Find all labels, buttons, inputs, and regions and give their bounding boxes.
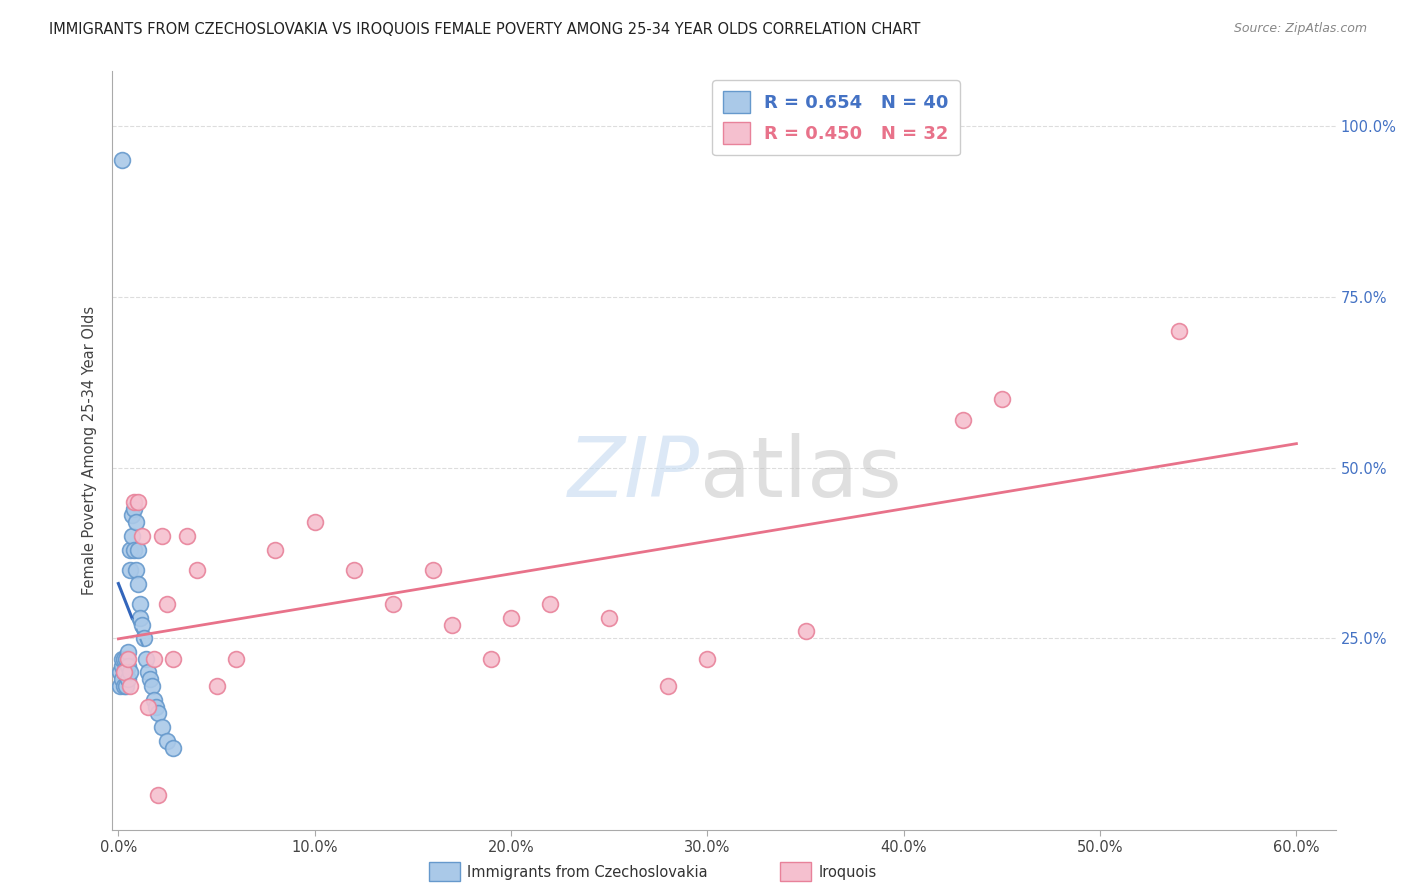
- Point: [304, 515, 326, 529]
- Point: [145, 699, 167, 714]
- Point: [657, 679, 679, 693]
- Point: [176, 529, 198, 543]
- Point: [117, 652, 139, 666]
- Point: [156, 597, 179, 611]
- Point: [135, 652, 157, 666]
- Point: [538, 597, 561, 611]
- Point: [110, 665, 132, 680]
- Point: [111, 153, 134, 168]
- Point: [141, 679, 163, 693]
- Point: [264, 542, 287, 557]
- Point: [481, 652, 503, 666]
- Point: [952, 413, 974, 427]
- Point: [1167, 324, 1189, 338]
- Point: [122, 542, 145, 557]
- Point: [499, 611, 522, 625]
- Point: [156, 733, 179, 747]
- Point: [127, 494, 149, 508]
- Point: [112, 679, 135, 693]
- Point: [162, 652, 184, 666]
- Point: [382, 597, 405, 611]
- Text: atlas: atlas: [700, 433, 901, 514]
- Point: [117, 645, 139, 659]
- Point: [125, 563, 148, 577]
- Point: [142, 652, 165, 666]
- Point: [696, 652, 718, 666]
- Point: [112, 652, 135, 666]
- Point: [120, 665, 142, 680]
- Point: [115, 679, 138, 693]
- Point: [441, 617, 464, 632]
- Point: [146, 706, 169, 721]
- Point: [121, 529, 143, 543]
- Point: [122, 494, 145, 508]
- Point: [136, 699, 159, 714]
- Point: [127, 576, 149, 591]
- Text: IMMIGRANTS FROM CZECHOSLOVAKIA VS IROQUOIS FEMALE POVERTY AMONG 25-34 YEAR OLDS : IMMIGRANTS FROM CZECHOSLOVAKIA VS IROQUO…: [49, 22, 921, 37]
- Point: [422, 563, 444, 577]
- Point: [111, 652, 134, 666]
- Point: [991, 392, 1014, 407]
- Point: [129, 611, 152, 625]
- Text: Source: ZipAtlas.com: Source: ZipAtlas.com: [1233, 22, 1367, 36]
- Point: [343, 563, 366, 577]
- Point: [115, 652, 138, 666]
- Point: [794, 624, 817, 639]
- Point: [127, 542, 149, 557]
- Point: [120, 679, 142, 693]
- Text: Iroquois: Iroquois: [818, 865, 876, 880]
- Point: [205, 679, 228, 693]
- Point: [120, 563, 142, 577]
- Point: [115, 665, 138, 680]
- Point: [186, 563, 208, 577]
- Point: [111, 658, 134, 673]
- Y-axis label: Female Poverty Among 25-34 Year Olds: Female Poverty Among 25-34 Year Olds: [82, 306, 97, 595]
- Point: [111, 673, 134, 687]
- Point: [150, 720, 173, 734]
- Point: [129, 597, 152, 611]
- Point: [125, 515, 148, 529]
- Point: [117, 658, 139, 673]
- Point: [225, 652, 247, 666]
- Point: [122, 501, 145, 516]
- Point: [112, 665, 135, 680]
- Point: [142, 693, 165, 707]
- Point: [136, 665, 159, 680]
- Point: [131, 617, 153, 632]
- Point: [120, 542, 142, 557]
- Point: [112, 665, 135, 680]
- Text: Immigrants from Czechoslovakia: Immigrants from Czechoslovakia: [467, 865, 707, 880]
- Point: [146, 789, 169, 803]
- Point: [132, 632, 155, 646]
- Point: [150, 529, 173, 543]
- Point: [162, 740, 184, 755]
- Point: [139, 673, 162, 687]
- Point: [117, 673, 139, 687]
- Point: [598, 611, 620, 625]
- Point: [121, 508, 143, 523]
- Legend: R = 0.654   N = 40, R = 0.450   N = 32: R = 0.654 N = 40, R = 0.450 N = 32: [711, 80, 960, 155]
- Point: [110, 679, 132, 693]
- Point: [131, 529, 153, 543]
- Text: ZIP: ZIP: [568, 433, 700, 514]
